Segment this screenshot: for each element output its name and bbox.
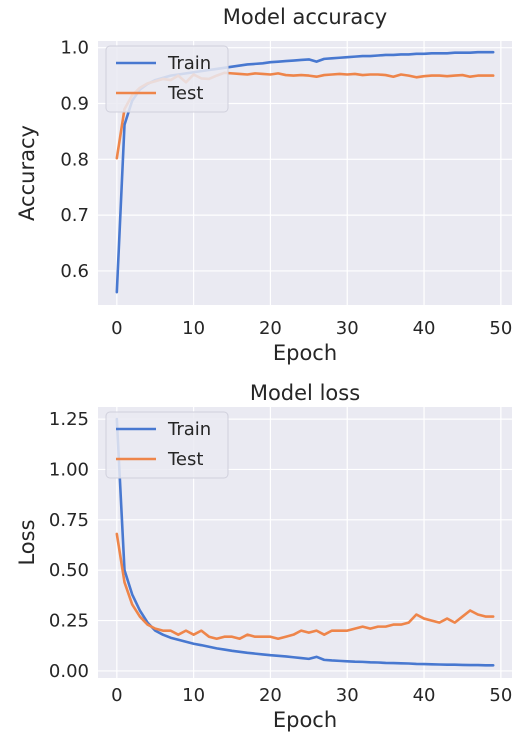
x-tick-label: 30	[336, 685, 359, 706]
y-tick-label: 0.25	[49, 611, 89, 632]
x-tick-label: 20	[259, 685, 282, 706]
x-tick-label: 0	[111, 318, 122, 339]
x-tick-label: 10	[182, 685, 205, 706]
x-tick-label: 10	[182, 318, 205, 339]
y-tick-label: 0.75	[49, 510, 89, 531]
y-tick-label: 1.0	[60, 38, 89, 59]
x-axis-label: Epoch	[273, 708, 337, 732]
series-line-train	[115, 417, 495, 667]
x-tick-label: 40	[413, 318, 436, 339]
y-tick-label: 0.00	[49, 661, 89, 682]
legend-label-train: Train	[167, 419, 211, 440]
x-axis-label: Epoch	[273, 341, 337, 365]
chart-title: Model accuracy	[223, 5, 387, 29]
legend: Train Test	[105, 411, 229, 479]
y-tick-label: 0.6	[60, 261, 89, 282]
y-tick-label: 1.25	[49, 409, 89, 430]
legend: Train Test	[105, 45, 229, 113]
x-tick-label: 50	[489, 685, 512, 706]
legend-label-train: Train	[167, 53, 211, 74]
y-tick-label: 0.50	[49, 560, 89, 581]
series-line-test	[115, 532, 495, 641]
y-axis-label: Accuracy	[15, 125, 39, 221]
x-tick-label: 20	[259, 318, 282, 339]
x-tick-label: 50	[489, 318, 512, 339]
y-tick-label: 1.00	[49, 459, 89, 480]
x-tick-label: 0	[111, 685, 122, 706]
y-axis-label: Loss	[15, 519, 39, 565]
chart-panel-1: 0 10 20 30 40 50 0.6 0.7 0.8 0.9 1.0 Model accuracy…	[15, 5, 512, 365]
y-tick-label: 0.9	[60, 94, 89, 115]
legend-label-test: Test	[167, 83, 203, 104]
chart-panel-2: 0 10 20 30 40 50 0.00 0.25 0.50 0.75 1.00 1.25 Model…	[15, 381, 512, 732]
y-tick-label: 0.7	[60, 205, 89, 226]
x-tick-label: 30	[336, 318, 359, 339]
chart-title: Model loss	[250, 381, 360, 405]
y-tick-label: 0.8	[60, 149, 89, 170]
x-tick-label: 40	[413, 685, 436, 706]
legend-label-test: Test	[167, 449, 203, 470]
